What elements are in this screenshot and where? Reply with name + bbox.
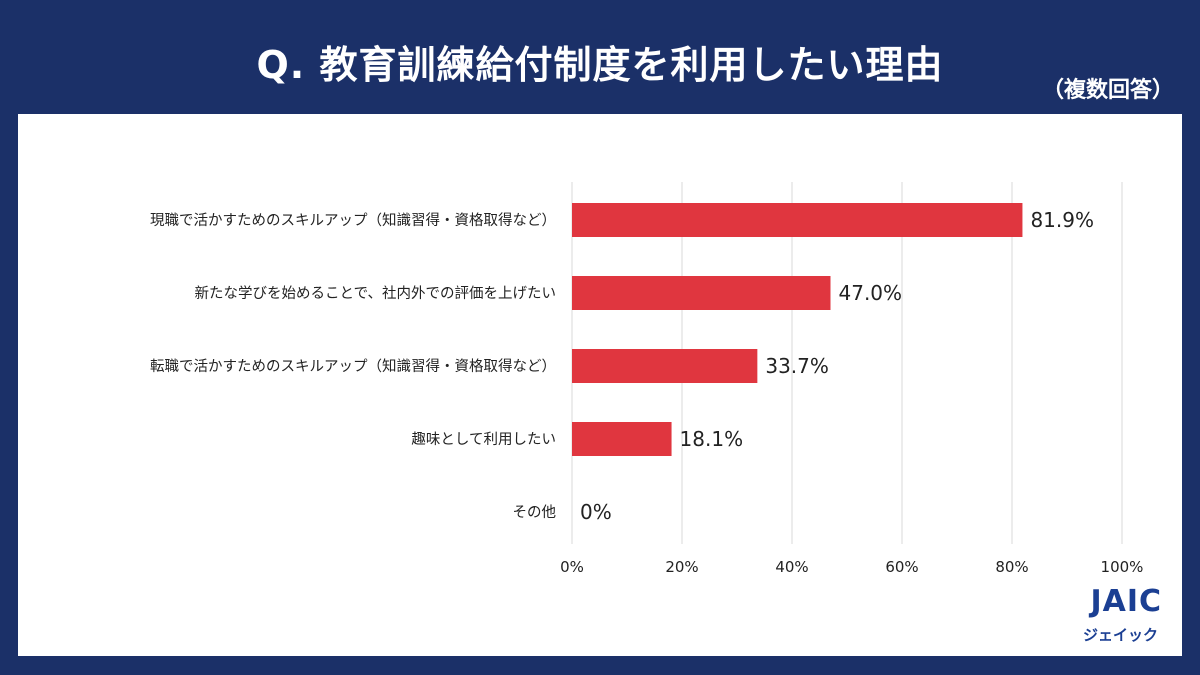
logo-subtitle: ジェイック (1082, 626, 1158, 644)
data-label: 47.0% (839, 281, 903, 305)
x-tick-label: 0% (560, 558, 584, 576)
category-label: その他 (513, 504, 557, 521)
x-tick-label: 60% (885, 558, 918, 576)
company-logo: JAIC ジェイック (1048, 584, 1168, 648)
bar-chart: 0% 20% 40% 60% 80% 100% 現職で活かすためのスキルアップ（知識習得・資… (150, 182, 1144, 576)
data-label: 18.1% (680, 427, 744, 451)
bar (572, 349, 758, 383)
category-label: 現職で活かすためのスキルアップ（知識習得・資格取得など） (150, 212, 556, 229)
data-label: 81.9% (1030, 208, 1094, 232)
data-label: 0% (580, 500, 612, 524)
bar (572, 203, 1023, 237)
bar (572, 276, 831, 310)
x-tick-label: 100% (1101, 558, 1144, 576)
logo-mark: JAIC (1090, 584, 1162, 619)
chart-panel: 0% 20% 40% 60% 80% 100% 現職で活かすためのスキルアップ（知識習得・資… (18, 114, 1182, 656)
x-tick-label: 40% (775, 558, 808, 576)
category-label: 転職で活かすためのスキルアップ（知識習得・資格取得など） (150, 358, 556, 375)
page-title: Q. 教育訓練給付制度を利用したい理由 (256, 43, 944, 87)
category-label: 趣味として利用したい (411, 431, 556, 448)
x-tick-label: 80% (995, 558, 1028, 576)
category-label: 新たな学びを始めることで、社内外での評価を上げたい (195, 285, 556, 302)
data-label: 33.7% (765, 354, 829, 378)
multiple-answer-note: （複数回答） (1041, 78, 1174, 103)
x-tick-label: 20% (665, 558, 698, 576)
bar (572, 422, 672, 456)
